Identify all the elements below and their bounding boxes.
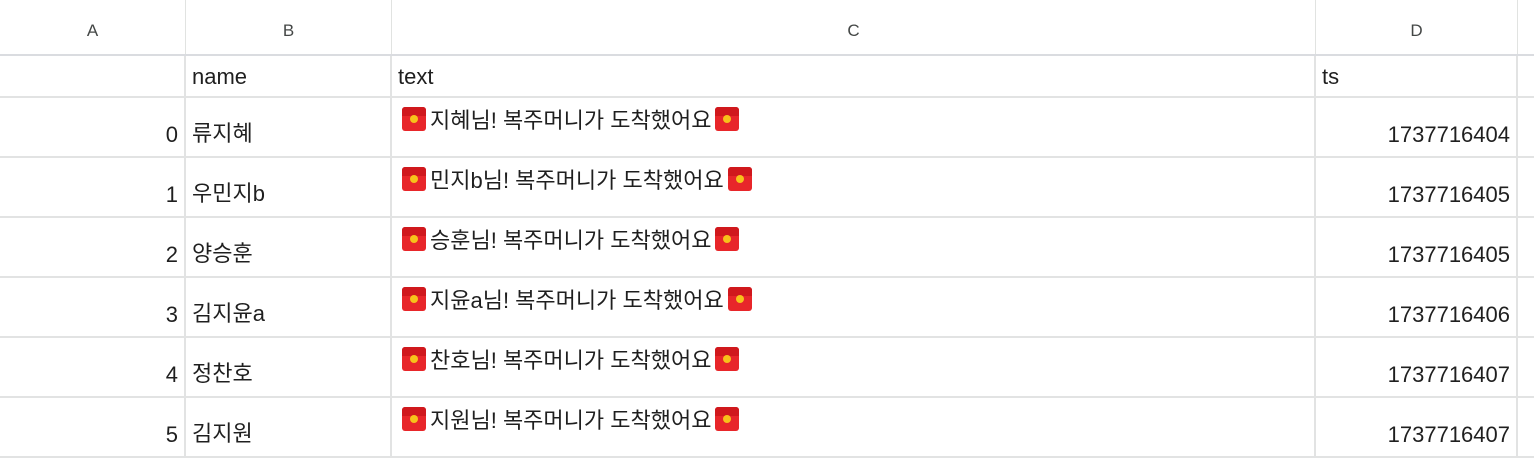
column-header-bar: A B C D (0, 0, 1534, 56)
ts-cell[interactable]: 1737716406 (1316, 278, 1518, 336)
column-header-c[interactable]: C (392, 0, 1316, 54)
ts-cell[interactable]: 1737716407 (1316, 398, 1518, 456)
table-row: 3 김지윤a 지윤a님! 복주머니가 도착했어요 1737716406 (0, 278, 1534, 338)
text-cell[interactable]: 찬호님! 복주머니가 도착했어요 (392, 338, 1316, 396)
red-envelope-icon (402, 227, 426, 251)
ts-cell[interactable]: 1737716405 (1316, 218, 1518, 276)
red-envelope-icon (402, 287, 426, 311)
index-cell[interactable]: 0 (0, 98, 186, 156)
text-cell[interactable]: 승훈님! 복주머니가 도착했어요 (392, 218, 1316, 276)
text-cell[interactable]: 지혜님! 복주머니가 도착했어요 (392, 98, 1316, 156)
column-header-d[interactable]: D (1316, 0, 1518, 54)
ts-cell[interactable]: 1737716407 (1316, 338, 1518, 396)
empty-cell[interactable] (1518, 278, 1534, 336)
index-cell[interactable]: 4 (0, 338, 186, 396)
name-cell[interactable]: 김지원 (186, 398, 392, 456)
name-cell[interactable]: 김지윤a (186, 278, 392, 336)
name-cell[interactable]: 정찬호 (186, 338, 392, 396)
column-header-b[interactable]: B (186, 0, 392, 54)
column-header-e[interactable] (1518, 0, 1534, 54)
name-cell[interactable]: 류지혜 (186, 98, 392, 156)
empty-cell[interactable] (1518, 158, 1534, 216)
red-envelope-icon (715, 407, 740, 431)
cell-b1[interactable]: name (186, 56, 392, 96)
column-header-a[interactable]: A (0, 0, 186, 54)
text-cell[interactable]: 지윤a님! 복주머니가 도착했어요 (392, 278, 1316, 336)
ts-cell[interactable]: 1737716405 (1316, 158, 1518, 216)
red-envelope-icon (715, 347, 740, 371)
name-cell[interactable]: 우민지b (186, 158, 392, 216)
red-envelope-icon (402, 107, 426, 131)
red-envelope-icon (402, 407, 426, 431)
red-envelope-icon (402, 167, 426, 191)
index-cell[interactable]: 3 (0, 278, 186, 336)
empty-cell[interactable] (1518, 338, 1534, 396)
table-row: 5 김지원 지원님! 복주머니가 도착했어요 1737716407 (0, 398, 1534, 458)
red-envelope-icon (715, 227, 740, 251)
empty-cell[interactable] (1518, 98, 1534, 156)
index-cell[interactable]: 1 (0, 158, 186, 216)
cell-d1[interactable]: ts (1316, 56, 1518, 96)
table-row: 2 양승훈 승훈님! 복주머니가 도착했어요 1737716405 (0, 218, 1534, 278)
cell-c1[interactable]: text (392, 56, 1316, 96)
ts-cell[interactable]: 1737716404 (1316, 98, 1518, 156)
red-envelope-icon (402, 347, 426, 371)
red-envelope-icon (727, 167, 752, 191)
table-row: 1 우민지b 민지b님! 복주머니가 도착했어요 1737716405 (0, 158, 1534, 218)
index-cell[interactable]: 5 (0, 398, 186, 456)
cell-a1[interactable] (0, 56, 186, 96)
table-row: 0 류지혜 지혜님! 복주머니가 도착했어요 1737716404 (0, 98, 1534, 158)
name-cell[interactable]: 양승훈 (186, 218, 392, 276)
red-envelope-icon (727, 287, 752, 311)
table-row: 4 정찬호 찬호님! 복주머니가 도착했어요 1737716407 (0, 338, 1534, 398)
text-cell[interactable]: 지원님! 복주머니가 도착했어요 (392, 398, 1316, 456)
red-envelope-icon (715, 107, 740, 131)
cell-e1[interactable] (1518, 56, 1534, 96)
text-cell[interactable]: 민지b님! 복주머니가 도착했어요 (392, 158, 1316, 216)
index-cell[interactable]: 2 (0, 218, 186, 276)
empty-cell[interactable] (1518, 398, 1534, 456)
table-header-row: name text ts (0, 56, 1534, 98)
cell-grid: name text ts 0 류지혜 지혜님! 복주머니가 도착했어요 1737… (0, 56, 1534, 458)
empty-cell[interactable] (1518, 218, 1534, 276)
